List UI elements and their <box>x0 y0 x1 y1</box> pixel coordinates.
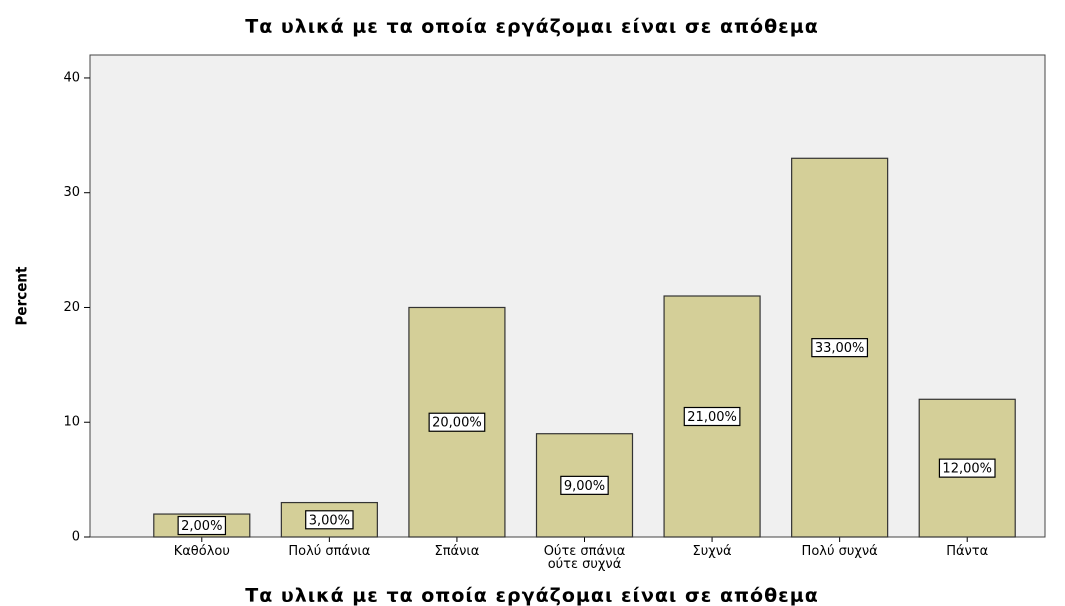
value-label-box <box>177 515 227 536</box>
x-tick-label: Ούτε σπάνια ούτε συχνά <box>543 544 626 572</box>
value-label-box <box>811 338 869 358</box>
value-label-box <box>560 475 609 495</box>
x-tick-label: Πάντα <box>946 544 989 559</box>
y-tick-label: 40 <box>63 70 80 85</box>
x-tick-label: Πολύ συχνά <box>801 544 878 559</box>
x-tick-label: Καθόλου <box>173 544 230 559</box>
value-label-box <box>428 412 486 432</box>
value-label: 3,00% <box>309 513 350 528</box>
x-tick-label: Πολύ σπάνια <box>288 544 371 559</box>
y-tick-label: 20 <box>63 300 80 315</box>
value-label: 12,00% <box>942 462 992 477</box>
value-label: 33,00% <box>815 341 865 356</box>
value-label-box <box>938 458 996 478</box>
value-label: 2,00% <box>181 519 222 534</box>
x-tick-label: Σπάνια <box>434 544 480 559</box>
value-label: 21,00% <box>687 410 737 425</box>
value-label: 20,00% <box>432 416 482 431</box>
value-label-box <box>305 510 354 530</box>
chart-title: Τα υλικά με τα οποία εργάζομαι είναι σε … <box>245 16 819 38</box>
x-axis-title: Τα υλικά με τα οποία εργάζομαι είναι σε … <box>245 585 819 606</box>
y-tick-label: 10 <box>63 415 80 430</box>
x-tick-label: Συχνά <box>692 544 732 559</box>
value-label-box <box>683 406 741 427</box>
y-tick-label: 30 <box>63 185 80 200</box>
value-label: 9,00% <box>564 479 605 494</box>
y-axis-title: Percent <box>13 266 31 325</box>
y-tick-label: 0 <box>72 530 80 545</box>
